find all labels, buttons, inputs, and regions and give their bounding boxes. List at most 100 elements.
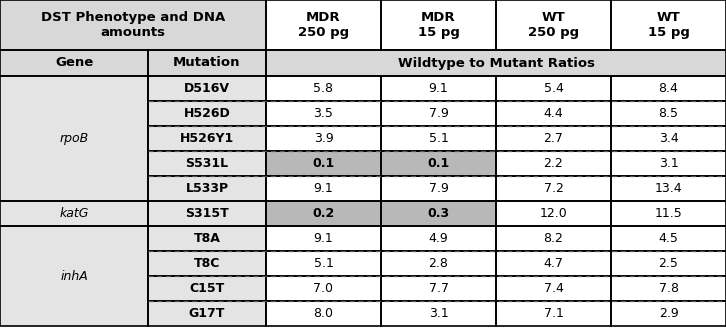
Text: D516V: D516V (184, 82, 230, 95)
Bar (0, 50, 148, 76)
Bar (496, 101, 611, 126)
Text: 7.1: 7.1 (544, 307, 563, 320)
Text: 4.7: 4.7 (544, 257, 563, 270)
Bar (611, 276, 726, 301)
Bar (148, 101, 266, 126)
Bar (381, 251, 496, 276)
Text: 7.0: 7.0 (314, 282, 333, 295)
Bar (0, 201, 148, 226)
Text: 5.1: 5.1 (428, 132, 449, 145)
Bar (611, 151, 726, 176)
Text: 2.2: 2.2 (544, 157, 563, 170)
Text: H526D: H526D (184, 107, 230, 120)
Bar (381, 276, 496, 301)
Bar (266, 251, 381, 276)
Bar (496, 176, 611, 201)
Bar (381, 201, 496, 226)
Bar (266, 0, 381, 50)
Bar (266, 101, 381, 126)
Bar (381, 76, 496, 101)
Text: 3.5: 3.5 (314, 107, 333, 120)
Text: 0.1: 0.1 (428, 157, 449, 170)
Text: 5.1: 5.1 (314, 257, 333, 270)
Bar (611, 0, 726, 50)
Bar (0, 50, 148, 76)
Bar (266, 0, 381, 50)
Bar (496, 251, 611, 276)
Bar (611, 76, 726, 101)
Bar (148, 76, 266, 101)
Bar (0, 0, 266, 50)
Bar (148, 126, 266, 151)
Bar (381, 0, 496, 50)
Bar (381, 0, 496, 50)
Bar (381, 301, 496, 326)
Bar (496, 0, 611, 50)
Text: 7.9: 7.9 (428, 107, 449, 120)
Text: 7.4: 7.4 (544, 282, 563, 295)
Text: G17T: G17T (189, 307, 225, 320)
Text: 2.5: 2.5 (658, 257, 678, 270)
Bar (148, 301, 266, 326)
Text: 8.5: 8.5 (658, 107, 679, 120)
Text: 4.5: 4.5 (658, 232, 678, 245)
Bar (381, 301, 496, 326)
Bar (148, 151, 266, 176)
Bar (266, 76, 381, 101)
Bar (266, 226, 381, 251)
Text: 4.4: 4.4 (544, 107, 563, 120)
Bar (148, 76, 266, 101)
Bar (496, 0, 611, 50)
Bar (266, 176, 381, 201)
Text: S531L: S531L (185, 157, 229, 170)
Text: Mutation: Mutation (174, 56, 241, 69)
Bar (611, 251, 726, 276)
Bar (496, 226, 611, 251)
Bar (266, 76, 381, 101)
Text: 7.9: 7.9 (428, 182, 449, 195)
Text: T8A: T8A (194, 232, 221, 245)
Bar (496, 126, 611, 151)
Text: 11.5: 11.5 (655, 207, 682, 220)
Text: 8.4: 8.4 (658, 82, 678, 95)
Bar (266, 201, 381, 226)
Bar (611, 101, 726, 126)
Text: 0.2: 0.2 (312, 207, 335, 220)
Bar (266, 176, 381, 201)
Bar (611, 226, 726, 251)
Text: 9.1: 9.1 (314, 232, 333, 245)
Text: 7.7: 7.7 (428, 282, 449, 295)
Bar (611, 201, 726, 226)
Bar (611, 201, 726, 226)
Text: MDR
250 pg: MDR 250 pg (298, 11, 349, 39)
Bar (611, 76, 726, 101)
Bar (496, 276, 611, 301)
Bar (496, 101, 611, 126)
Bar (496, 301, 611, 326)
Bar (0, 201, 148, 226)
Bar (148, 201, 266, 226)
Text: 7.8: 7.8 (658, 282, 679, 295)
Bar (381, 151, 496, 176)
Text: rpoB: rpoB (60, 132, 89, 145)
Bar (0, 226, 148, 326)
Bar (611, 276, 726, 301)
Bar (611, 151, 726, 176)
Bar (381, 251, 496, 276)
Bar (148, 201, 266, 226)
Text: 3.1: 3.1 (428, 307, 449, 320)
Text: inhA: inhA (60, 270, 88, 283)
Text: 2.7: 2.7 (544, 132, 563, 145)
Bar (496, 76, 611, 101)
Bar (266, 101, 381, 126)
Text: T8C: T8C (194, 257, 220, 270)
Text: 3.1: 3.1 (658, 157, 678, 170)
Text: 0.3: 0.3 (428, 207, 449, 220)
Bar (148, 226, 266, 251)
Text: DST Phenotype and DNA
amounts: DST Phenotype and DNA amounts (41, 11, 225, 39)
Bar (148, 50, 266, 76)
Bar (148, 276, 266, 301)
Bar (266, 126, 381, 151)
Text: L533P: L533P (185, 182, 229, 195)
Bar (496, 151, 611, 176)
